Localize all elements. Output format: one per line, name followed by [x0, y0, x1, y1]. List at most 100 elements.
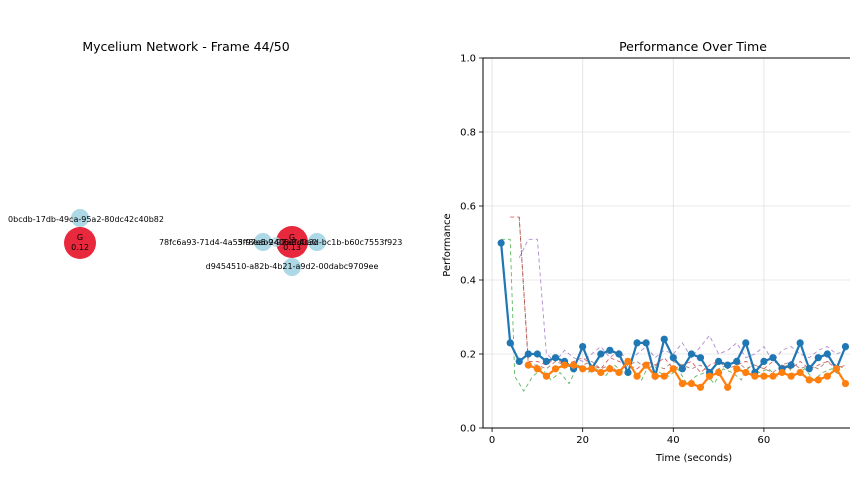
y-tick-label: 1.0: [460, 54, 476, 65]
data-point: [696, 383, 705, 391]
data-point: [742, 368, 750, 377]
y-tick-label: 0.4: [460, 276, 476, 287]
data-point: [787, 361, 795, 369]
network-node-large: [276, 226, 308, 258]
data-point: [542, 357, 551, 365]
x-axis-label: Time (seconds): [655, 453, 732, 464]
network-node-label: d9454510-a82b-4b21-a9d2-00dabc9709ee: [206, 262, 379, 271]
series-3: [510, 216, 846, 374]
network-node-label: 78fc6a93-71d4-4a55-97e5-2406efd0a0: [159, 238, 317, 247]
data-point: [669, 365, 677, 373]
series-2: [501, 238, 842, 392]
data-point: [814, 376, 822, 384]
data-point: [497, 239, 505, 247]
data-point: [769, 372, 777, 380]
network-title: Mycelium Network - Frame 44/50: [82, 39, 289, 54]
data-point: [606, 365, 614, 373]
data-point: [796, 339, 804, 347]
data-point: [733, 357, 741, 365]
data-point: [651, 372, 659, 380]
data-point: [687, 380, 696, 388]
series-line: [510, 216, 846, 374]
data-point: [506, 339, 514, 347]
chart-grid: [483, 57, 850, 429]
data-point: [823, 350, 831, 358]
data-point: [551, 365, 560, 373]
y-tick-label: 0.0: [460, 424, 476, 435]
performance-chart: Performance Over Time 0.0 0.2 0.4 0.6 0.8 1.0…: [442, 39, 850, 464]
network-node-label: G: [77, 233, 83, 242]
data-point: [742, 339, 750, 347]
network-panel: Mycelium Network - Frame 44/50 0bcdb-17d…: [8, 39, 402, 276]
data-point: [615, 350, 623, 358]
network-node-label: 3ff8eab9-97a8-4c3d-bc1b-b60c7553f923: [238, 238, 403, 247]
data-point: [533, 350, 541, 358]
series-4: [518, 238, 846, 363]
series-line: [501, 238, 842, 392]
chart-title: Performance Over Time: [619, 39, 767, 54]
x-tick-label: 0: [489, 435, 495, 446]
y-tick-label: 0.6: [460, 202, 476, 213]
network-node-small: [254, 233, 272, 251]
data-point: [560, 361, 569, 369]
data-point: [524, 361, 532, 369]
data-point: [787, 372, 795, 380]
data-point: [588, 365, 596, 373]
data-point: [624, 368, 632, 377]
data-point: [778, 368, 786, 377]
data-point: [796, 368, 804, 377]
data-point: [633, 372, 641, 380]
data-point: [705, 372, 714, 380]
network-node-value: 0.12: [71, 243, 89, 252]
network-node-small: [308, 233, 326, 251]
series-line: [518, 238, 846, 363]
data-point: [760, 372, 768, 380]
data-point: [660, 372, 668, 380]
series-1: [524, 357, 850, 391]
chart-series: [497, 216, 850, 392]
data-point: [624, 357, 632, 365]
data-point: [678, 380, 686, 388]
data-point: [832, 365, 841, 373]
data-point: [687, 350, 696, 358]
data-point: [669, 354, 677, 362]
data-point: [760, 357, 768, 365]
x-tick-label: 20: [576, 435, 589, 446]
data-point: [579, 343, 587, 351]
network-node-label: 0bcdb-17db-49ca-95a2-80dc42c40b82: [8, 215, 164, 224]
data-point: [633, 339, 641, 347]
data-point: [597, 350, 605, 358]
data-point: [814, 354, 822, 362]
data-point: [642, 339, 650, 347]
data-point: [606, 346, 614, 354]
data-point: [823, 372, 831, 380]
data-point: [751, 372, 759, 380]
data-point: [841, 343, 850, 351]
data-point: [678, 365, 686, 373]
data-point: [597, 368, 605, 377]
data-point: [805, 365, 813, 373]
data-point: [579, 365, 587, 373]
x-tick-label: 60: [758, 435, 771, 446]
data-point: [805, 376, 813, 384]
network-node-small: [271, 237, 281, 247]
data-point: [542, 372, 551, 380]
y-tick-label: 0.8: [460, 128, 476, 139]
network-node-large: [64, 227, 96, 259]
network-node-small: [71, 209, 89, 227]
x-tick-label: 40: [667, 435, 680, 446]
data-point: [515, 357, 523, 365]
data-point: [841, 380, 850, 388]
data-point: [715, 357, 723, 365]
data-point: [533, 365, 541, 373]
data-point: [696, 354, 705, 362]
data-point: [615, 368, 623, 377]
data-point: [570, 361, 578, 369]
data-point: [724, 383, 732, 391]
data-point: [724, 361, 732, 369]
network-node-small: [283, 258, 301, 276]
data-point: [733, 365, 741, 373]
data-point: [551, 354, 560, 362]
network-node-label: G: [289, 233, 295, 242]
